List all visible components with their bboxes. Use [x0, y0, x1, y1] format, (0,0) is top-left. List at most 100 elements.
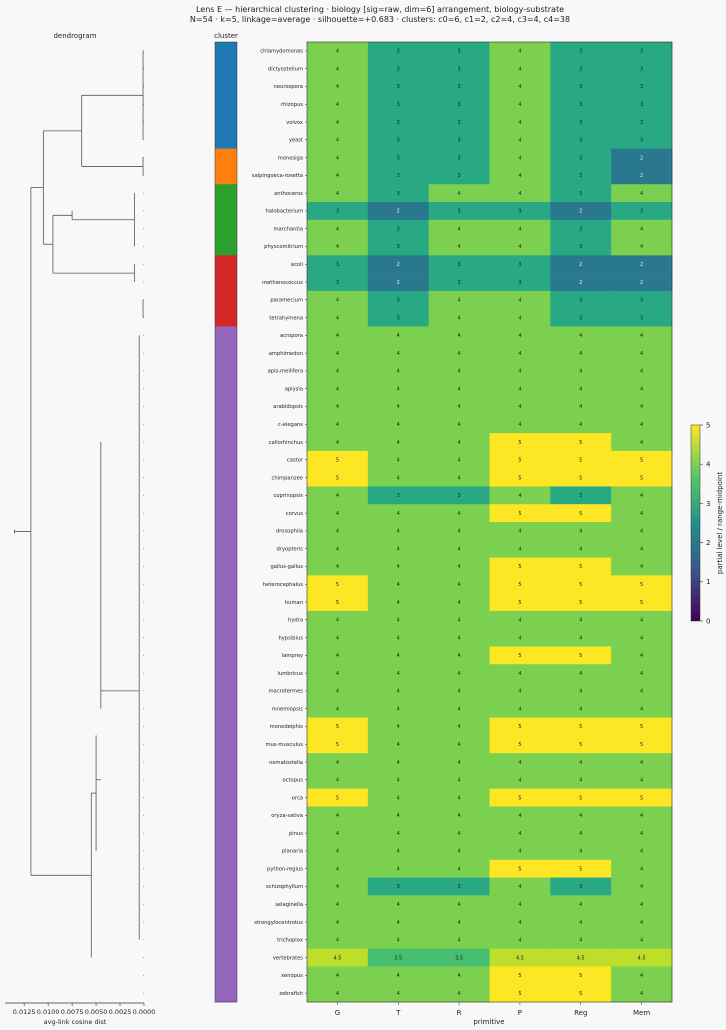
- cell-label: 3: [397, 120, 400, 126]
- heatmap-cell: [307, 95, 369, 114]
- heatmap-cell: [307, 184, 369, 203]
- heatmap-cell: [428, 308, 490, 327]
- dendrogram-ticks: 0.0125 0.0100 0.0075 0.0050 0.0025 0.0000: [13, 1003, 155, 1016]
- cell-label: 3: [397, 298, 400, 304]
- heatmap-cell: [367, 130, 429, 149]
- cell-label: 4: [397, 529, 400, 535]
- cell-label: 4: [336, 422, 339, 428]
- heatmap-cell: [611, 397, 673, 416]
- cell-label: 4: [640, 369, 643, 375]
- heatmap-cell: [489, 628, 551, 647]
- heatmap-cell: [550, 59, 612, 78]
- heatmap-cell: [367, 646, 429, 665]
- cell-label: 4.5: [333, 955, 341, 961]
- heatmap-cell: [611, 895, 673, 914]
- heatmap-cell: [307, 824, 369, 843]
- heatmap-cell: [489, 557, 551, 576]
- heatmap-cell: [367, 948, 429, 967]
- cell-label: 3: [457, 49, 460, 55]
- heatmap-cell: [367, 362, 429, 381]
- heatmap-cell: [550, 344, 612, 363]
- heatmap-cell: [307, 966, 369, 985]
- heatmap-cell: [367, 788, 429, 807]
- heatmap-cell: [367, 735, 429, 754]
- heatmap-cell: [611, 130, 673, 149]
- cell-label: 5: [518, 440, 521, 446]
- dendrogram-tick-label: 0.0100: [37, 1008, 60, 1016]
- heatmap-cell: [550, 362, 612, 381]
- cell-label: 3: [397, 49, 400, 55]
- cell-label: 4: [579, 546, 582, 552]
- cell-label: 4: [457, 831, 460, 837]
- cell-label: 4: [457, 635, 460, 641]
- dendrogram-xlabel: avg-link cosine dist: [44, 1018, 107, 1026]
- heatmap-cell: [489, 486, 551, 505]
- heatmap-cell: [611, 433, 673, 452]
- heatmap-cell: [307, 788, 369, 807]
- cell-label: 4: [457, 742, 460, 748]
- row-label: planaria: [282, 849, 303, 855]
- heatmap-cell: [550, 806, 612, 825]
- cell-label: 4: [518, 244, 521, 250]
- heatmap-cell: [307, 344, 369, 363]
- heatmap-cell: [307, 735, 369, 754]
- cell-label: 4: [336, 404, 339, 410]
- x-axis-label: primitive: [473, 1018, 504, 1026]
- cell-label: 5: [518, 600, 521, 606]
- cluster-band: [215, 42, 237, 149]
- cell-label: 4: [640, 973, 643, 979]
- heatmap-cell: [428, 699, 490, 718]
- heatmap-cell: [428, 717, 490, 736]
- cell-label: 4: [336, 386, 339, 392]
- cell-label: 3: [518, 262, 521, 268]
- heatmap-cell: [611, 219, 673, 238]
- heatmap-cell: [489, 166, 551, 185]
- cell-label: 5: [640, 724, 643, 730]
- cell-label: 4: [518, 386, 521, 392]
- cell-label: 4: [336, 813, 339, 819]
- cell-label: 3: [579, 884, 582, 890]
- cell-label: 4: [640, 546, 643, 552]
- heatmap-cell: [550, 948, 612, 967]
- cell-label: 5: [336, 742, 339, 748]
- cell-label: 4: [518, 173, 521, 179]
- row-label: drosophila: [276, 529, 303, 535]
- heatmap-cell: [428, 450, 490, 469]
- colorbar-tick-label: 3: [706, 500, 710, 508]
- heatmap-cell: [307, 130, 369, 149]
- heatmap-cell: [367, 77, 429, 96]
- cell-label: 5: [518, 511, 521, 517]
- heatmap-cell: [611, 59, 673, 78]
- heatmap-cell: [489, 682, 551, 701]
- heatmap-cell: [550, 717, 612, 736]
- heatmap-cell: [367, 290, 429, 309]
- heatmap-cell: [611, 930, 673, 949]
- row-label: selaginella: [275, 902, 303, 908]
- heatmap-cell: [489, 646, 551, 665]
- heatmap-cell: [550, 130, 612, 149]
- cell-label: 3: [579, 226, 582, 232]
- heatmap-cell: [428, 166, 490, 185]
- heatmap-cell: [550, 308, 612, 327]
- heatmap-cell: [307, 539, 369, 558]
- cell-label: 4: [397, 422, 400, 428]
- cell-label: 4: [640, 884, 643, 890]
- heatmap-cell: [550, 433, 612, 452]
- cell-label: 4: [457, 386, 460, 392]
- heatmap-cell: [307, 753, 369, 772]
- cell-label: 4: [336, 333, 339, 339]
- cell-label: 5: [518, 564, 521, 570]
- cell-label: 4: [640, 635, 643, 641]
- heatmap-cell: [307, 628, 369, 647]
- heatmap-cell: [307, 290, 369, 309]
- cell-label: 5: [579, 600, 582, 606]
- cell-label: 5: [579, 475, 582, 481]
- cell-label: 4: [397, 724, 400, 730]
- cell-label: 3: [397, 138, 400, 144]
- cell-label: 4: [640, 351, 643, 357]
- row-label: vertebrates: [273, 955, 303, 961]
- cell-label: 4: [640, 866, 643, 872]
- cell-label: 4: [579, 920, 582, 926]
- heatmap-cell: [367, 379, 429, 398]
- cell-label: 3: [336, 262, 339, 268]
